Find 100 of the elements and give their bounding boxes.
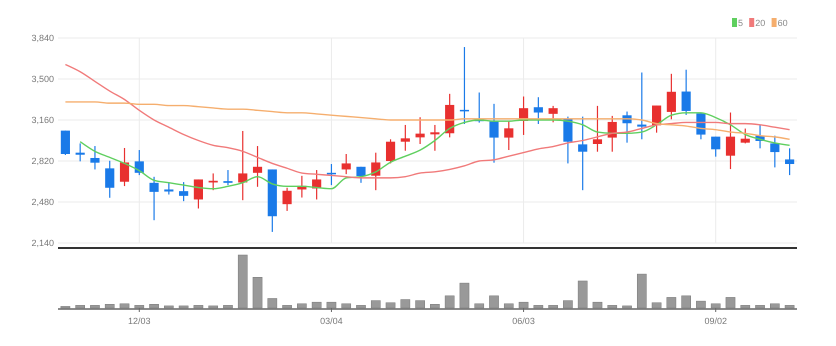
- bar: [755, 305, 765, 308]
- bar: [740, 305, 750, 308]
- bar: [578, 280, 588, 308]
- candlestick: [179, 182, 188, 202]
- x-tick-label: 09/02: [704, 316, 727, 326]
- bar: [104, 304, 115, 308]
- candlestick: [90, 145, 100, 170]
- candlestick: [637, 72, 646, 140]
- x-tick-label: 12/03: [128, 316, 151, 326]
- candlestick: [238, 130, 248, 201]
- bar: [90, 305, 100, 308]
- bar: [312, 302, 322, 308]
- candlestick: [342, 153, 351, 175]
- bar: [120, 304, 130, 308]
- y-tick-label: 3,840: [31, 33, 54, 44]
- candlestick: [430, 124, 440, 152]
- bar: [194, 305, 204, 308]
- candlestick: [416, 116, 425, 145]
- bar: [726, 297, 736, 308]
- y-tick-label: 2,480: [31, 197, 54, 208]
- candlestick: [504, 120, 514, 151]
- bar: [238, 254, 248, 308]
- candlestick: [592, 105, 602, 152]
- candlestick: [76, 142, 85, 162]
- candlestick: [208, 172, 218, 191]
- legend-label: 60: [778, 18, 788, 28]
- bar: [681, 296, 691, 308]
- candlestick: [578, 116, 588, 191]
- bar: [430, 304, 440, 308]
- candlestick: [460, 46, 470, 125]
- bar: [534, 305, 544, 308]
- bar: [444, 296, 454, 308]
- bar: [666, 297, 676, 308]
- y-tick-label: 2,140: [31, 238, 54, 248]
- candlestick: [105, 160, 114, 198]
- bar: [622, 306, 632, 308]
- bar: [149, 304, 159, 308]
- bar: [636, 274, 647, 308]
- bar: [400, 299, 410, 308]
- bar: [297, 304, 307, 308]
- candlestick: [489, 103, 499, 164]
- candlestick: [164, 182, 174, 196]
- bar: [784, 305, 794, 308]
- candlestick: [149, 176, 159, 221]
- bar: [696, 300, 706, 308]
- bar: [356, 305, 366, 308]
- bar: [326, 302, 336, 308]
- x-tick-label: 03/04: [320, 316, 343, 326]
- bar: [460, 282, 470, 308]
- y-tick-label: 3,500: [31, 74, 54, 84]
- candlestick: [548, 105, 558, 123]
- candlestick: [608, 115, 617, 152]
- bar: [548, 305, 558, 308]
- bar: [652, 302, 662, 308]
- bar: [563, 300, 573, 308]
- bar: [208, 306, 218, 308]
- bar: [282, 305, 292, 308]
- bar: [134, 305, 144, 308]
- candlestick: [740, 128, 750, 144]
- legend-label: 20: [755, 18, 766, 28]
- bar: [75, 305, 85, 308]
- bar: [770, 304, 780, 308]
- candlestick: [120, 147, 130, 187]
- candlestick: [60, 130, 70, 156]
- bar: [267, 298, 278, 308]
- y-tick-label: 2,820: [31, 156, 54, 166]
- candlestick: [770, 135, 780, 168]
- candlestick: [711, 136, 720, 158]
- candlestick: [282, 187, 292, 212]
- y-tick-label: 3,160: [31, 115, 54, 126]
- bar: [489, 296, 499, 308]
- legend-label: 5: [738, 18, 744, 28]
- bar: [252, 277, 262, 308]
- bar: [710, 304, 721, 308]
- bar: [178, 306, 188, 308]
- candlestick: [134, 149, 144, 176]
- candlestick: [682, 69, 691, 116]
- candlestick: [400, 124, 410, 152]
- candlestick: [534, 96, 543, 125]
- bar: [341, 304, 352, 308]
- candlestick: [666, 73, 676, 120]
- bar: [223, 305, 233, 308]
- bar: [415, 300, 425, 308]
- bar: [504, 304, 514, 308]
- bar: [518, 302, 528, 308]
- bar: [370, 300, 381, 308]
- candlestick: [223, 169, 233, 186]
- line-series: [64, 64, 790, 179]
- bar: [386, 302, 396, 308]
- candlestick: [726, 112, 736, 170]
- bar: [607, 305, 618, 308]
- candlestick: [785, 148, 794, 176]
- candlestick: [386, 138, 396, 164]
- x-tick-label: 06/03: [512, 316, 535, 326]
- bar: [164, 306, 174, 308]
- bar: [592, 302, 602, 308]
- candlestick: [252, 145, 262, 188]
- candlestick: [194, 178, 203, 210]
- candlestick: [326, 163, 336, 186]
- bar: [474, 304, 484, 308]
